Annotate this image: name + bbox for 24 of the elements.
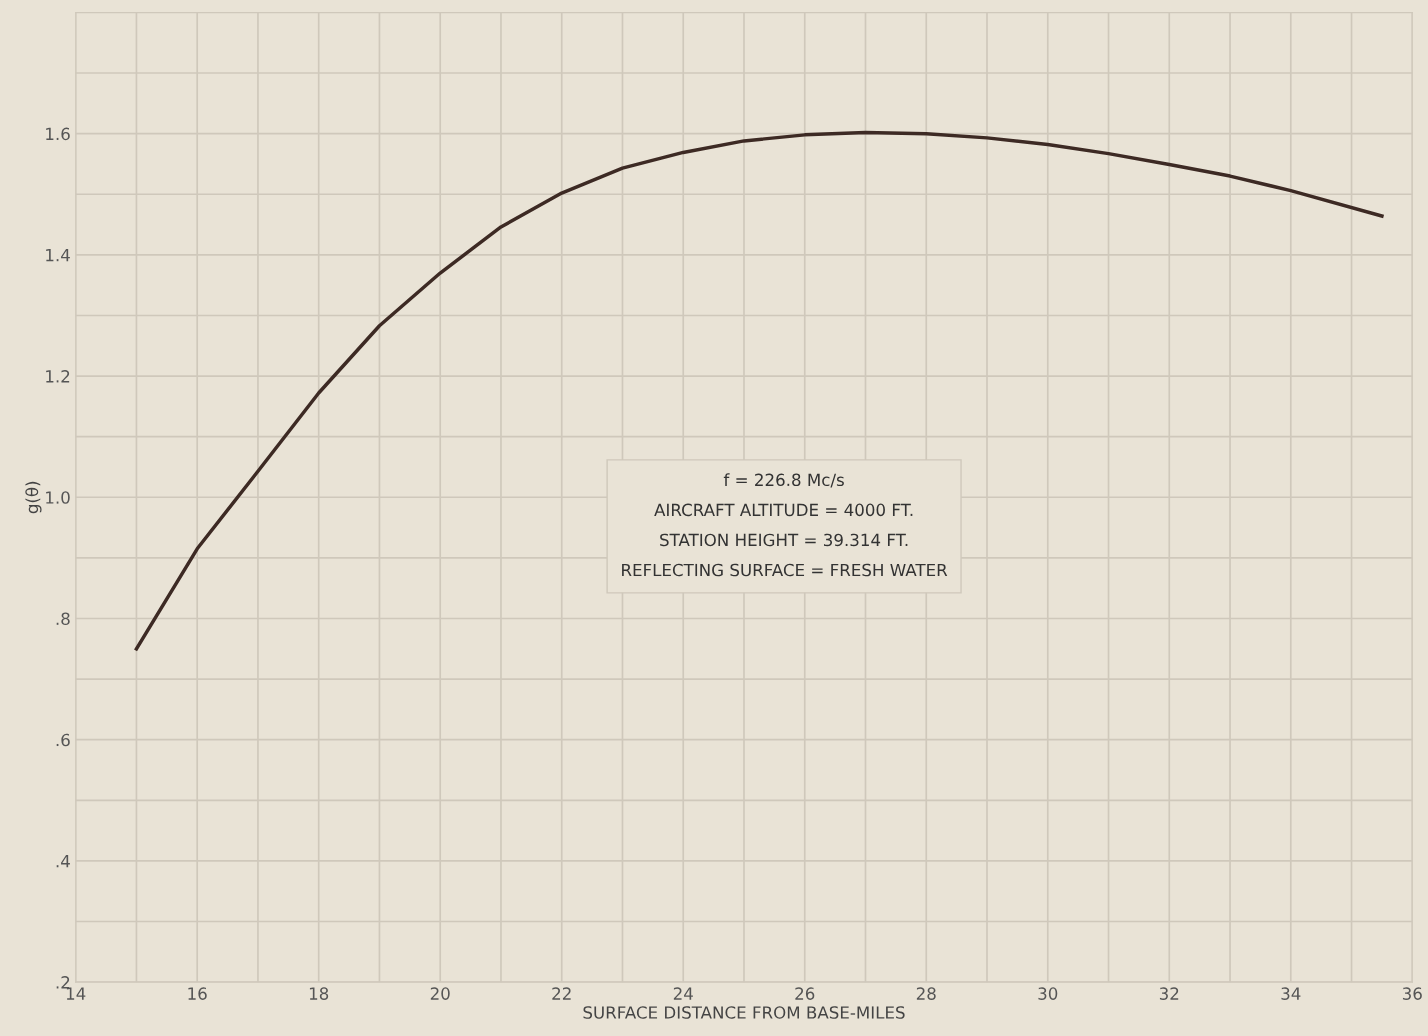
x-tick-label: 22 — [552, 987, 571, 1000]
x-tick-label: 24 — [673, 987, 693, 1000]
y-axis-title: g(θ) — [25, 481, 42, 514]
x-tick-label: 32 — [1159, 987, 1179, 1000]
y-tick-label: .6 — [56, 733, 70, 747]
y-tick-label: 1.2 — [46, 370, 70, 383]
x-tick-label: 34 — [1281, 987, 1301, 1000]
x-tick-label: 20 — [430, 987, 450, 1000]
x-tick-label: 26 — [795, 987, 815, 1000]
y-tick-label: .8 — [56, 612, 70, 626]
y-tick-label: .4 — [56, 855, 70, 868]
y-tick-label: .2 — [56, 976, 70, 989]
y-tick-label: 1.0 — [46, 491, 70, 504]
x-tick-label: 30 — [1038, 987, 1058, 1000]
annotation: f = 226.8 Mc/s AIRCRAFT ALTITUDE = 4000 FT. STATION HEIGHT = 39.314 FT. REFLECTING SURFACE = FRESH WATER — [622, 473, 948, 577]
line-series — [134, 130, 1384, 651]
x-tick-label: 36 — [1402, 987, 1422, 1000]
y-tick-label: 1.4 — [46, 249, 70, 262]
x-tick-label: 28 — [916, 987, 936, 1000]
y-tick-label: 1.6 — [46, 127, 70, 141]
x-axis-title: SURFACE DISTANCE FROM BASE-MILES — [583, 1006, 905, 1019]
x-tick-label: 16 — [188, 987, 207, 1000]
x-tick-label: 18 — [309, 987, 329, 1000]
x-tick-label: 14 — [66, 987, 86, 1000]
